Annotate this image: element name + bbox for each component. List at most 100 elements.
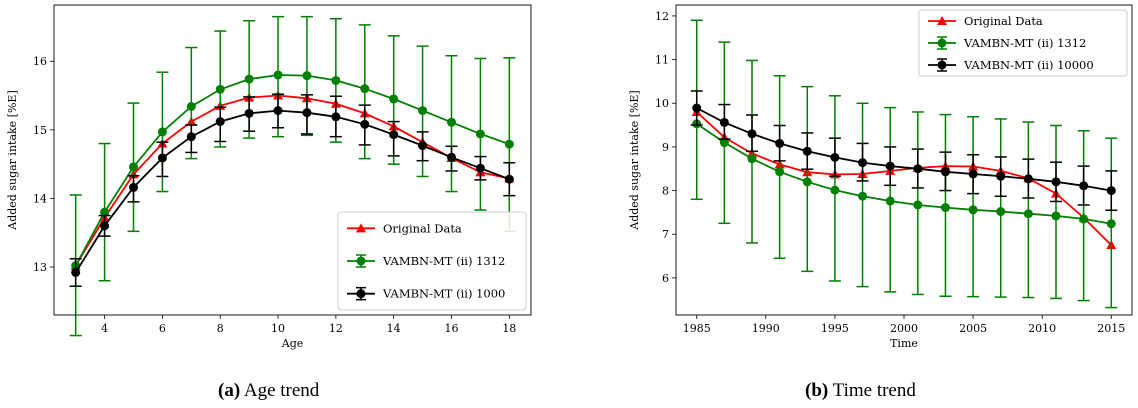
chart-b-series-3-line xyxy=(696,107,1112,192)
chart-b-xlabel: Time xyxy=(890,337,918,350)
chart-a-series-3-point xyxy=(475,163,485,173)
chart-b-series-3-point xyxy=(913,164,923,174)
chart-b-series-2-line xyxy=(696,123,1112,225)
chart-b-series-3 xyxy=(690,90,1118,211)
chart-b-series-2-point xyxy=(1106,219,1116,229)
chart-a-series-2-line xyxy=(74,74,510,267)
chart-a-series-3 xyxy=(69,93,516,287)
chart-a-series-3-line xyxy=(74,109,510,273)
chart-b-series-3-point xyxy=(719,117,729,127)
chart-a-series-2-point xyxy=(504,139,514,149)
chart-a-legend-box xyxy=(337,211,527,311)
chart-b-xtick-label: 2000 xyxy=(890,322,918,335)
chart-b-xtick-label: 1985 xyxy=(683,322,711,335)
chart-a-series-3-point xyxy=(71,267,81,277)
chart-a-xlabel: Age xyxy=(281,337,304,350)
chart-a-series-3-point xyxy=(447,152,456,162)
chart-b-series-3-point xyxy=(996,171,1006,181)
chart-a-series-2-point xyxy=(475,129,485,139)
chart-a-series-2-point xyxy=(447,117,456,127)
chart-b-ytick-label: 11 xyxy=(655,54,669,67)
chart-b-series-2 xyxy=(690,19,1118,309)
chart-a-legend: Original Data VAMBN-MT (ii) 1312 VAMBN-MT … xyxy=(337,211,527,311)
chart-a: 4 6 8 10 12 14 16 18 13 14 15 16 Age Added sugar inta… xyxy=(6,4,532,350)
caption-a-text: Age trend xyxy=(240,380,320,401)
chart-b-legend-entry-3-label: VAMBN-MT (ii) 10000 xyxy=(963,58,1094,72)
chart-a-legend-entry-3-marker xyxy=(356,289,366,299)
chart-a-series-2-point xyxy=(215,84,225,94)
chart-b-xtick-label: 2010 xyxy=(1028,322,1056,335)
chart-a-legend-entry-1-label: Original Data xyxy=(383,221,462,235)
chart-b-xtick-label: 2015 xyxy=(1097,322,1125,335)
chart-a-series-3-point xyxy=(186,132,196,142)
chart-b-xtick-label: 1990 xyxy=(752,322,780,335)
chart-b-series-2-point xyxy=(913,200,923,210)
chart-a-xtick-label: 14 xyxy=(387,322,401,335)
chart-b-series-2-point xyxy=(719,138,729,148)
chart-b-ytick-label: 8 xyxy=(662,185,669,198)
chart-a-legend-entry-2-marker xyxy=(356,256,366,266)
chart-b-legend: Original Data VAMBN-MT (ii) 1312 VAMBN-MT … xyxy=(918,9,1128,77)
chart-a-series-2-point xyxy=(418,106,428,116)
chart-a-ytick-label: 13 xyxy=(33,261,47,274)
chart-b-series-3-point xyxy=(1023,174,1033,184)
chart-a-xtick-label: 6 xyxy=(159,322,166,335)
chart-b-series-3-point xyxy=(830,152,840,162)
chart-b-series-3-point xyxy=(802,146,812,156)
chart-a-xtick-label: 10 xyxy=(271,322,285,335)
chart-b-series-2-point xyxy=(940,203,950,213)
chart-b-ytick-label: 10 xyxy=(655,97,669,110)
chart-b-legend-entry-2-marker xyxy=(937,38,947,48)
caption-b: (b) Time trend xyxy=(805,380,916,402)
chart-b-series-3-point xyxy=(885,161,895,171)
chart-b-legend-entry-3-marker xyxy=(937,60,947,70)
chart-a-series-2-point xyxy=(157,127,167,137)
chart-a-xtick-label: 16 xyxy=(445,322,459,335)
chart-a-xtick-label: 18 xyxy=(502,322,516,335)
chart-b-legend-box xyxy=(918,9,1128,77)
chart-a-ytick-label: 14 xyxy=(33,192,47,205)
chart-b-series-2-point xyxy=(1023,209,1033,219)
chart-a-ylabel: Added sugar intake [%E] xyxy=(6,90,19,230)
chart-a-series-2-point xyxy=(100,207,110,217)
chart-b-series-2-point xyxy=(1051,211,1061,221)
caption-b-label: (b) xyxy=(805,380,829,401)
chart-b-series-2-point xyxy=(968,205,978,215)
chart-a-xtick-label: 12 xyxy=(329,322,343,335)
chart-b-series-3-point xyxy=(775,138,785,148)
chart-b-series-3-point xyxy=(1079,181,1089,191)
chart-b-series-3-point xyxy=(692,103,702,113)
chart-b-series-1-line xyxy=(696,111,1112,246)
chart-b-ytick-label: 7 xyxy=(662,228,669,241)
chart-b-series-2-point xyxy=(775,167,785,177)
chart-b-series-2-point xyxy=(858,191,868,201)
chart-a-series-3-point xyxy=(215,117,225,127)
chart-a-series-3-point xyxy=(504,174,514,184)
chart-b-series-3-point xyxy=(858,158,868,168)
chart-a-series-3-point xyxy=(244,108,254,118)
chart-a-series-2-point xyxy=(129,162,138,172)
chart-b: 1985 1990 1995 2000 2005 2010 2015 6 7 8 9 10 11 12 Ti… xyxy=(628,4,1133,350)
chart-b-ytick-label: 9 xyxy=(662,141,669,154)
chart-b-series-3-point xyxy=(1051,177,1061,187)
chart-a-xtick-label: 4 xyxy=(101,322,108,335)
chart-b-series-2-point xyxy=(1079,214,1089,224)
chart-b-series-2-point xyxy=(996,207,1006,217)
chart-a-legend-entry-2-label: VAMBN-MT (ii) 1312 xyxy=(382,254,505,268)
chart-b-series-3-point xyxy=(940,167,950,177)
chart-b-legend-entry-1-label: Original Data xyxy=(964,14,1043,28)
chart-b-series-2-point xyxy=(802,177,812,187)
chart-b-series-3-point xyxy=(968,169,978,179)
chart-a-series-2-point xyxy=(389,94,399,104)
chart-a-series-3-point xyxy=(331,112,341,122)
chart-a-series-2-point xyxy=(360,84,370,94)
chart-b-xtick-label: 2005 xyxy=(959,322,987,335)
chart-a-legend-entry-1-marker xyxy=(356,223,366,233)
chart-a-series-3-point xyxy=(418,141,428,151)
chart-a-series-2 xyxy=(69,15,516,337)
caption-a: (a) Age trend xyxy=(218,380,319,402)
caption-b-text: Time trend xyxy=(828,380,916,401)
chart-a-series-2-point xyxy=(244,74,254,84)
chart-a-legend-entry-3-label: VAMBN-MT (ii) 1000 xyxy=(382,287,505,301)
